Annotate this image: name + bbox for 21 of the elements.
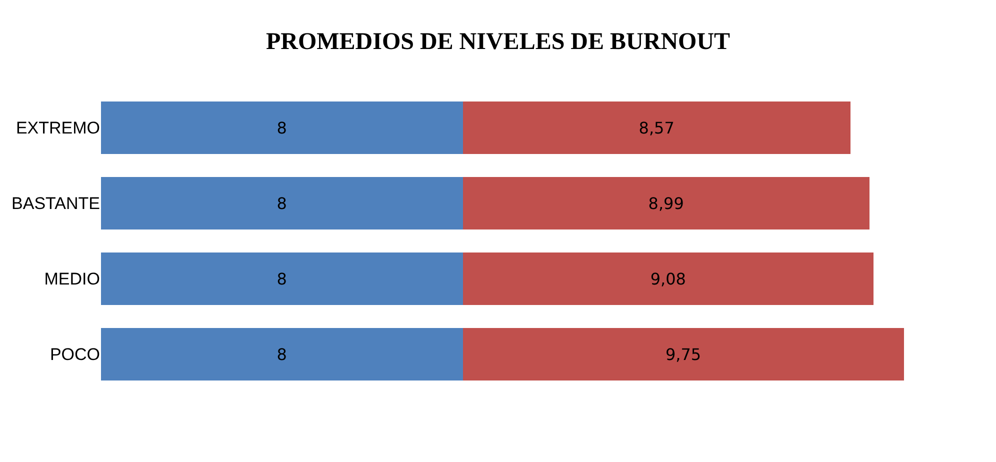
- bar: [101, 176, 463, 230]
- y-tick-label: POCO: [50, 345, 100, 364]
- data-label: 8: [276, 118, 287, 138]
- bar: [462, 328, 904, 381]
- bar: [101, 101, 463, 154]
- bar: [101, 252, 463, 306]
- data-label: 8: [276, 344, 287, 364]
- bar: [101, 328, 463, 381]
- y-tick-label: MEDIO: [44, 270, 100, 289]
- bar: [462, 176, 870, 230]
- data-label: 9,75: [665, 344, 702, 364]
- chart-title: PROMEDIOS DE NIVELES DE BURNOUT: [266, 29, 730, 56]
- data-label: 8,99: [648, 194, 684, 213]
- bar: [462, 252, 874, 306]
- data-label: 8: [276, 269, 287, 288]
- bar: [462, 101, 850, 154]
- data-label: 8,57: [638, 118, 674, 138]
- y-tick-label: BASTANTE: [12, 194, 100, 214]
- y-tick-label: EXTREMO: [16, 118, 100, 138]
- data-label: 9,08: [650, 269, 686, 288]
- data-label: 8: [276, 194, 287, 213]
